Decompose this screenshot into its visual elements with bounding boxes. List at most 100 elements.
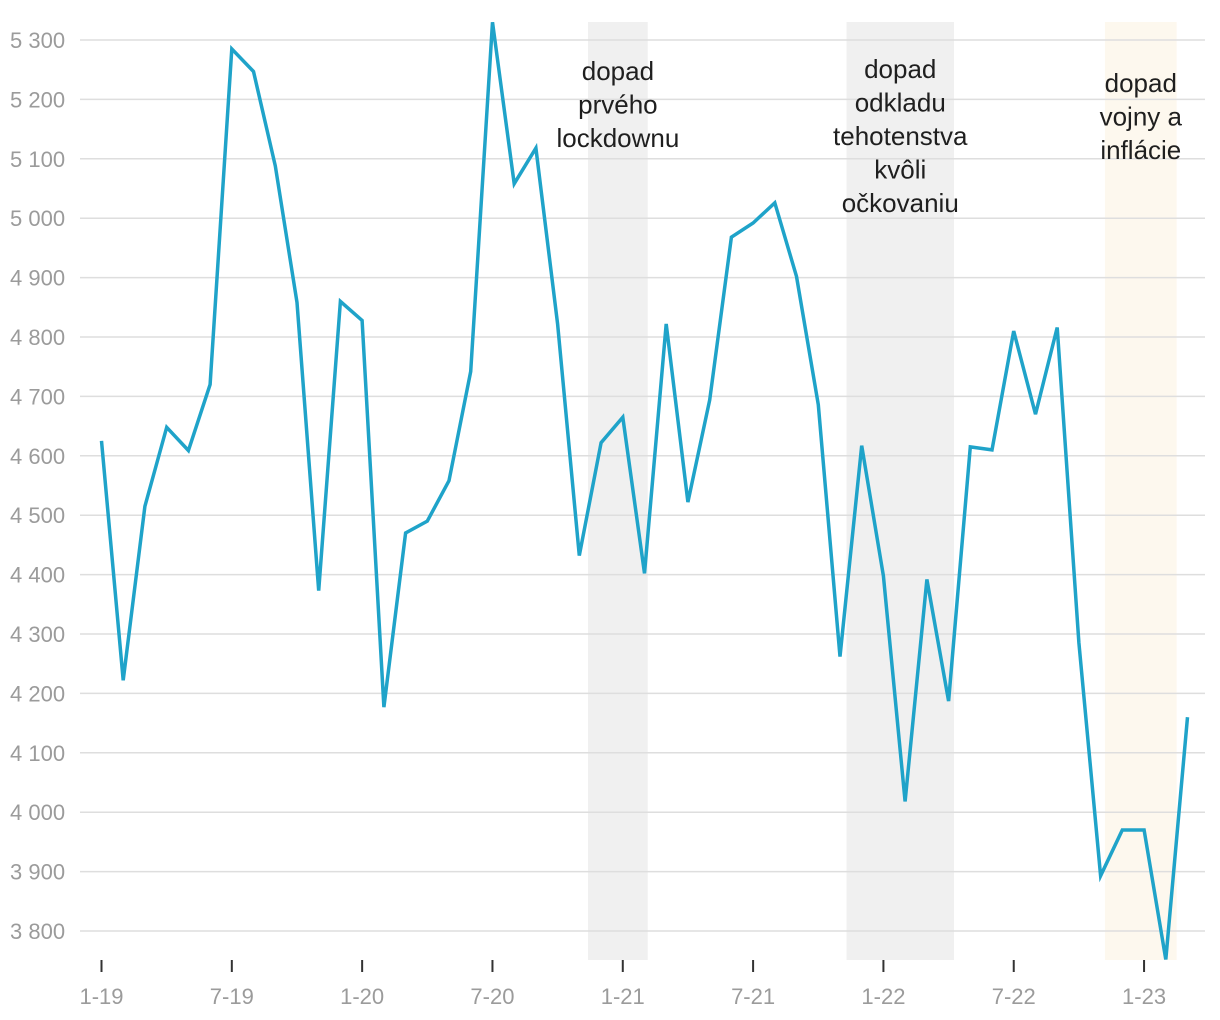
annotation-label-2: dopad odkladu tehotenstva kvôli očkovaniu	[833, 54, 968, 218]
x-tick-label-1-21: 1-21	[601, 984, 645, 1009]
data-point-36	[879, 572, 887, 580]
data-point-48	[1140, 826, 1148, 834]
data-point-22	[575, 552, 583, 560]
annotation-band-2	[846, 22, 955, 960]
data-point-50	[1184, 713, 1192, 721]
y-tick-label-3900: 3 900	[10, 860, 65, 885]
y-axis-labels: 3 800 3 900 4 000 4 100 4 200 4 300 4 400 4 500…	[10, 28, 65, 944]
data-point-1	[119, 676, 127, 684]
y-tick-label-4500: 4 500	[10, 503, 65, 528]
x-tick-label-1-22: 1-22	[861, 984, 905, 1009]
data-point-42	[1010, 327, 1018, 335]
data-point-17	[467, 367, 475, 375]
data-point-33	[814, 401, 822, 409]
y-tick-label-4600: 4 600	[10, 444, 65, 469]
y-tick-label-5100: 5 100	[10, 147, 65, 172]
data-point-14	[402, 529, 410, 537]
annotation-line: dopad	[582, 56, 654, 86]
data-point-46	[1097, 872, 1105, 880]
data-point-20	[532, 144, 540, 152]
annotation-bands	[588, 22, 1177, 960]
data-point-13	[380, 703, 388, 711]
x-tick-label-1-23: 1-23	[1122, 984, 1166, 1009]
data-point-19	[510, 180, 518, 188]
y-tick-label-5300: 5 300	[10, 28, 65, 53]
x-tick-label-7-21: 7-21	[731, 984, 775, 1009]
data-point-6	[228, 45, 236, 53]
annotation-line: lockdownu	[556, 123, 679, 153]
data-point-7	[250, 67, 258, 75]
data-point-27	[684, 498, 692, 506]
data-point-0	[98, 437, 106, 445]
x-tick-label-7-22: 7-22	[992, 984, 1036, 1009]
data-point-30	[749, 219, 757, 227]
annotation-line: dopad	[1105, 68, 1177, 98]
y-gridlines	[80, 39, 1205, 932]
y-tick-label-4300: 4 300	[10, 622, 65, 647]
data-point-21	[554, 320, 562, 328]
data-point-28	[706, 396, 714, 404]
data-point-2	[141, 502, 149, 510]
data-point-23	[597, 439, 605, 447]
data-point-10	[315, 587, 323, 595]
annotation-band-1	[588, 22, 648, 960]
data-point-35	[858, 442, 866, 450]
data-point-39	[945, 697, 953, 705]
data-point-47	[1118, 826, 1126, 834]
annotation-labels: dopad prvého lockdownu dopad odkladu tehotens…	[556, 54, 1182, 218]
data-point-18	[488, 18, 496, 26]
annotation-label-1: dopad prvého lockdownu	[556, 56, 679, 153]
data-point-11	[336, 297, 344, 305]
annotation-band-3	[1104, 22, 1177, 960]
x-tick-label-1-19: 1-19	[79, 984, 123, 1009]
x-tick-label-7-19: 7-19	[210, 984, 254, 1009]
data-point-45	[1075, 639, 1083, 647]
data-point-38	[923, 575, 931, 583]
data-point-37	[901, 798, 909, 806]
data-point-29	[727, 233, 735, 241]
data-point-24	[619, 413, 627, 421]
data-point-4	[184, 446, 192, 454]
y-tick-label-4200: 4 200	[10, 681, 65, 706]
y-tick-label-5000: 5 000	[10, 206, 65, 231]
data-point-49	[1162, 956, 1170, 964]
data-point-12	[358, 316, 366, 324]
data-point-41	[988, 446, 996, 454]
y-tick-label-4000: 4 000	[10, 800, 65, 825]
series-line-1	[99, 21, 1190, 960]
data-point-44	[1053, 323, 1061, 331]
y-tick-label-3800: 3 800	[10, 919, 65, 944]
series-line-layer	[98, 18, 1192, 964]
annotation-label-3: dopad vojny a inflácie	[1100, 68, 1183, 165]
x-tick-label-1-20: 1-20	[340, 984, 384, 1009]
y-tick-label-4400: 4 400	[10, 563, 65, 588]
y-tick-label-4700: 4 700	[10, 384, 65, 409]
y-tick-label-5200: 5 200	[10, 87, 65, 112]
annotation-line: vojny a	[1100, 102, 1183, 132]
data-point-15	[423, 517, 431, 525]
data-point-16	[445, 477, 453, 485]
annotation-line: tehotenstva	[833, 121, 968, 151]
data-point-26	[662, 320, 670, 328]
data-point-40	[966, 443, 974, 451]
annotation-line: odkladu	[855, 88, 946, 118]
x-tick-label-7-20: 7-20	[470, 984, 514, 1009]
data-point-25	[641, 569, 649, 577]
annotation-line: dopad	[864, 54, 936, 84]
annotation-line: kvôli	[874, 155, 926, 185]
y-tick-label-4900: 4 900	[10, 266, 65, 291]
x-axis: 1-19 7-19 1-20 7-20 1-21 7-21 1-22 7-22 1-23	[79, 960, 1166, 1009]
data-point-9	[293, 299, 301, 307]
data-point-5	[206, 381, 214, 389]
annotation-line: prvého	[578, 90, 658, 120]
data-point-3	[163, 423, 171, 431]
data-point-32	[793, 272, 801, 280]
data-point-31	[771, 199, 779, 207]
y-tick-label-4100: 4 100	[10, 741, 65, 766]
y-tick-label-4800: 4 800	[10, 325, 65, 350]
data-point-8	[271, 162, 279, 170]
data-point-34	[836, 653, 844, 661]
data-point-43	[1031, 410, 1039, 418]
annotation-line: inflácie	[1100, 135, 1181, 165]
